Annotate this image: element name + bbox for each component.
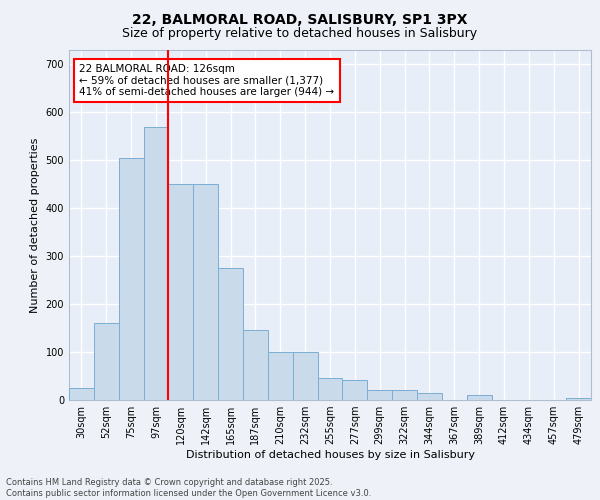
Bar: [268, 352, 293, 400]
Bar: [218, 268, 243, 400]
Bar: [343, 380, 367, 400]
Bar: [566, 398, 591, 400]
X-axis label: Distribution of detached houses by size in Salisbury: Distribution of detached houses by size …: [185, 450, 475, 460]
Bar: [392, 390, 417, 400]
Text: Size of property relative to detached houses in Salisbury: Size of property relative to detached ho…: [122, 28, 478, 40]
Text: Contains HM Land Registry data © Crown copyright and database right 2025.
Contai: Contains HM Land Registry data © Crown c…: [6, 478, 371, 498]
Bar: [293, 352, 317, 400]
Text: 22 BALMORAL ROAD: 126sqm
← 59% of detached houses are smaller (1,377)
41% of sem: 22 BALMORAL ROAD: 126sqm ← 59% of detach…: [79, 64, 335, 97]
Bar: [169, 184, 193, 400]
Bar: [69, 388, 94, 400]
Bar: [94, 324, 119, 400]
Bar: [417, 393, 442, 400]
Bar: [143, 126, 169, 400]
Bar: [317, 378, 343, 400]
Y-axis label: Number of detached properties: Number of detached properties: [30, 138, 40, 312]
Bar: [243, 330, 268, 400]
Bar: [367, 390, 392, 400]
Bar: [193, 184, 218, 400]
Bar: [119, 158, 143, 400]
Text: 22, BALMORAL ROAD, SALISBURY, SP1 3PX: 22, BALMORAL ROAD, SALISBURY, SP1 3PX: [132, 12, 468, 26]
Bar: [467, 395, 491, 400]
